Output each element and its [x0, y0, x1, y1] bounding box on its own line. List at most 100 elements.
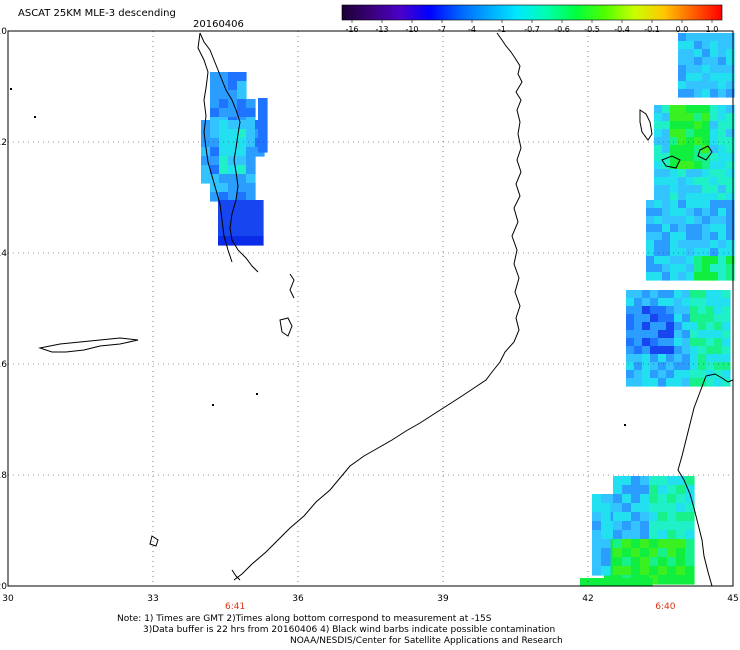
- swath-cell: [210, 138, 220, 148]
- swath-cell: [634, 306, 643, 315]
- swath-cell: [654, 177, 663, 186]
- swath-cell: [726, 177, 735, 186]
- swath-cell: [237, 156, 247, 166]
- swath-cell: [710, 129, 719, 138]
- swath-cell: [670, 256, 679, 265]
- swath-cell: [698, 298, 707, 307]
- swath-cell: [718, 216, 727, 225]
- swath-cell: [690, 330, 699, 339]
- swath-cell: [722, 306, 731, 315]
- swath-cell: [228, 192, 238, 202]
- swath-cell: [676, 530, 686, 540]
- swath-cell: [245, 209, 255, 219]
- swath-cell: [726, 145, 735, 154]
- swath-cell: [227, 218, 237, 228]
- swath-cell: [710, 81, 719, 90]
- swath-cell: [718, 248, 727, 257]
- swath-cell: [662, 240, 671, 249]
- swath-cell: [658, 494, 668, 504]
- swath-cell: [237, 72, 247, 82]
- swath-cell: [694, 49, 703, 58]
- swath-cell: [210, 156, 220, 166]
- swath-cell: [658, 354, 667, 363]
- swath-cell: [718, 113, 727, 122]
- swath-cell: [674, 338, 683, 347]
- swath-cell: [726, 57, 735, 66]
- colorbar-tick-label: -7: [438, 25, 446, 34]
- swath-cell: [682, 370, 691, 379]
- swath-cell: [658, 575, 668, 585]
- swath-cell: [666, 362, 675, 371]
- swath-cell: [631, 539, 641, 549]
- swath-cell: [658, 330, 667, 339]
- swath-cell: [685, 566, 695, 576]
- swath-cell: [642, 298, 651, 307]
- swath-cell: [662, 256, 671, 265]
- swath-cell: [666, 338, 675, 347]
- coastline-segment: [279, 317, 293, 337]
- swath-cell: [698, 338, 707, 347]
- swath-cell: [210, 120, 220, 130]
- swath-cell: [718, 129, 727, 138]
- swath-cell: [601, 539, 611, 549]
- swath-cell: [710, 200, 719, 209]
- swath-cell: [726, 129, 735, 138]
- swath-cell: [678, 161, 687, 170]
- swath-cell: [228, 129, 238, 139]
- swath-cell: [219, 192, 229, 202]
- swath-cell: [634, 322, 643, 331]
- swath-cell: [726, 81, 735, 90]
- swath-cell: [698, 362, 707, 371]
- swath-cell: [666, 346, 675, 355]
- swath-cell: [666, 354, 675, 363]
- swath-cell: [686, 65, 695, 74]
- coastline-segment: [199, 32, 259, 273]
- swath-cell: [676, 512, 686, 522]
- swath-cell: [254, 227, 264, 237]
- swath-cell: [592, 521, 602, 531]
- coastline-segment: [697, 145, 713, 161]
- swath-cell: [682, 338, 691, 347]
- swath-cell: [685, 539, 695, 549]
- swath-cell: [674, 354, 683, 363]
- swath-cell: [658, 512, 668, 522]
- swath-cell: [626, 314, 635, 323]
- swath-cell: [219, 129, 229, 139]
- swath-cell: [654, 113, 663, 122]
- swath-cell: [592, 539, 602, 549]
- swath-cell: [246, 174, 256, 184]
- swath-cell: [702, 137, 711, 146]
- swath-cell: [254, 209, 264, 219]
- swath-cell: [246, 129, 256, 139]
- swath-cell: [658, 306, 667, 315]
- swath-cell: [710, 177, 719, 186]
- swath-cell: [702, 105, 711, 114]
- swath-cell: [616, 578, 626, 587]
- swath-cell: [674, 314, 683, 323]
- swath-cell: [670, 216, 679, 225]
- swath-cell: [702, 89, 711, 98]
- swath-cell: [626, 338, 635, 347]
- swath-cell: [613, 539, 623, 549]
- swath-cell: [676, 494, 686, 504]
- swath-cell: [674, 322, 683, 331]
- swath-cell: [228, 165, 238, 175]
- swath-cell: [258, 116, 268, 126]
- swath-cell: [670, 145, 679, 154]
- swath-cell: [706, 322, 715, 331]
- map-date: 20160406: [193, 19, 244, 30]
- swath-cell: [228, 147, 238, 157]
- swath-cell: [613, 548, 623, 558]
- swath-cell: [634, 314, 643, 323]
- swath-cell: [236, 227, 246, 237]
- swath-cell: [667, 494, 677, 504]
- swath-cell: [667, 575, 677, 585]
- swath-cell: [686, 256, 695, 265]
- swath-cell: [702, 41, 711, 50]
- swath-cell: [686, 89, 695, 98]
- swath-cell: [634, 290, 643, 299]
- coastline-segment: [149, 535, 159, 547]
- swath-cell: [686, 232, 695, 241]
- swath-cell: [613, 530, 623, 540]
- swath-cell: [702, 169, 711, 178]
